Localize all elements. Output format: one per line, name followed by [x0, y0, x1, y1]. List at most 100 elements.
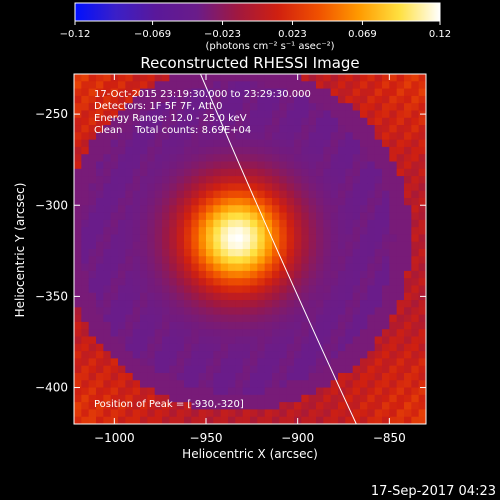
heatmap-cell	[367, 74, 376, 82]
heatmap-cell	[176, 197, 185, 206]
heatmap-cell	[162, 329, 170, 337]
heatmap-cell	[235, 329, 244, 337]
heatmap-cell	[404, 351, 412, 359]
footer-timestamp: 17-Sep-2017 04:23	[371, 484, 496, 499]
heatmap-cell	[382, 270, 390, 279]
heatmap-cell	[279, 249, 288, 257]
heatmap-cell	[140, 241, 148, 250]
heatmap-cell	[338, 314, 346, 323]
heatmap-cell	[74, 372, 82, 381]
heatmap-cell	[88, 125, 97, 133]
heatmap-cell	[74, 270, 82, 279]
heatmap-cell	[118, 402, 126, 410]
heatmap-cell	[389, 205, 398, 213]
heatmap-cell	[184, 380, 192, 388]
heatmap-cell	[96, 365, 104, 374]
heatmap-cell	[382, 409, 390, 418]
heatmap-cell	[191, 95, 200, 104]
heatmap-cell	[110, 212, 119, 221]
heatmap-cell	[132, 146, 141, 155]
heatmap-cell	[316, 81, 324, 89]
heatmap-cell	[235, 300, 244, 308]
heatmap-cell	[220, 197, 229, 206]
heatmap-cell	[360, 270, 368, 279]
heatmap-cell	[176, 168, 185, 177]
heatmap-cell	[228, 154, 236, 162]
heatmap-cell	[272, 285, 280, 294]
heatmap-cell	[323, 292, 332, 301]
heatmap-cell	[330, 103, 339, 111]
heatmap-cell	[103, 336, 112, 345]
heatmap-cell	[74, 300, 82, 308]
heatmap-cell	[367, 205, 376, 213]
heatmap-cell	[242, 234, 251, 243]
heatmap-cell	[162, 95, 170, 104]
heatmap-cell	[396, 132, 405, 141]
heatmap-cell	[382, 146, 390, 155]
heatmap-cell	[279, 154, 288, 162]
heatmap-cell	[162, 190, 170, 199]
heatmap-cell	[367, 154, 376, 162]
heatmap-cell	[147, 307, 156, 316]
heatmap-cell	[345, 241, 354, 250]
heatmap-cell	[103, 219, 112, 228]
heatmap-cell	[382, 219, 390, 228]
heatmap-cell	[198, 329, 207, 337]
heatmap-cell	[330, 176, 339, 184]
heatmap-cell	[162, 263, 170, 272]
heatmap-cell	[74, 285, 82, 294]
heatmap-cell	[316, 300, 324, 308]
heatmap-cell	[286, 358, 295, 367]
heatmap-cell	[382, 263, 390, 272]
heatmap-cell	[404, 380, 412, 388]
y-tick-label: −250	[35, 107, 68, 121]
heatmap-cell	[418, 74, 426, 82]
heatmap-cell	[88, 380, 97, 388]
heatmap-cell	[308, 278, 317, 286]
heatmap-cell	[147, 117, 156, 126]
heatmap-cell	[389, 249, 398, 257]
heatmap-cell	[404, 372, 412, 381]
heatmap-cell	[272, 74, 280, 82]
heatmap-cell	[162, 380, 170, 388]
heatmap-cell	[184, 278, 192, 286]
heatmap-cell	[81, 139, 90, 148]
heatmap-cell	[308, 176, 317, 184]
heatmap-cell	[118, 212, 126, 221]
heatmap-cell	[81, 380, 90, 388]
heatmap-cell	[279, 285, 288, 294]
heatmap-cell	[411, 95, 420, 104]
heatmap-cell	[286, 387, 295, 396]
heatmap-cell	[154, 256, 163, 264]
heatmap-cell	[176, 161, 185, 170]
heatmap-cell	[125, 321, 134, 330]
heatmap-cell	[338, 241, 346, 250]
heatmap-cell	[242, 409, 251, 418]
heatmap-cell	[330, 132, 339, 141]
heatmap-cell	[279, 256, 288, 264]
heatmap-cell	[272, 307, 280, 316]
heatmap-cell	[330, 212, 339, 221]
heatmap-cell	[132, 95, 141, 104]
heatmap-cell	[147, 212, 156, 221]
heatmap-cell	[176, 212, 185, 221]
heatmap-cell	[404, 74, 412, 82]
heatmap-cell	[198, 81, 207, 89]
heatmap-cell	[264, 95, 273, 104]
info-detectors: Detectors: 1F 5F 7F, Att 0	[94, 101, 222, 112]
heatmap-cell	[418, 249, 426, 257]
heatmap-cell	[382, 110, 390, 119]
heatmap-cell	[330, 139, 339, 148]
heatmap-cell	[279, 132, 288, 141]
colorbar-tick-label: −0.069	[134, 29, 171, 40]
heatmap-cell	[345, 307, 354, 316]
heatmap-cell	[132, 176, 141, 184]
heatmap-cell	[382, 402, 390, 410]
heatmap-cell	[81, 161, 90, 170]
heatmap-cell	[147, 88, 156, 97]
heatmap-cell	[279, 402, 288, 410]
heatmap-cell	[301, 292, 310, 301]
heatmap-cell	[132, 190, 141, 199]
heatmap-cell	[411, 212, 420, 221]
heatmap-cell	[125, 256, 134, 264]
